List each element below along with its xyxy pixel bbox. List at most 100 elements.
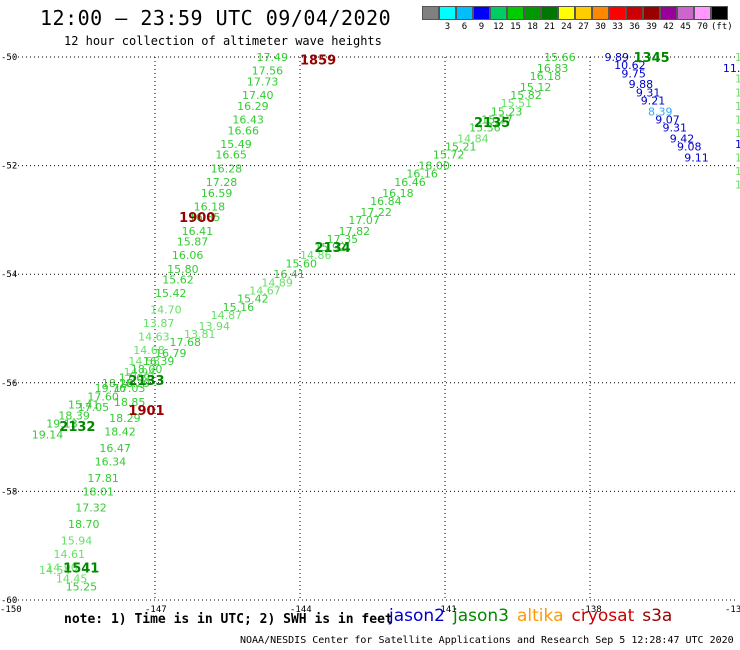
wave-height-jason2: 9.88	[629, 78, 654, 91]
wave-height-cryosat: 14.94	[124, 366, 156, 379]
wave-height-jason3: 17.60	[87, 390, 119, 403]
wave-height-cryosat: 14.70	[150, 303, 182, 316]
wave-height-jason3: 15.60	[286, 257, 318, 270]
wave-height-jason3: 15.27	[481, 113, 513, 126]
credit-line: NOAA/NESDIS Center for Satellite Applica…	[240, 635, 734, 646]
wave-height-jason2: 11.7	[723, 62, 740, 75]
wave-height-cryosat: 15.94	[61, 534, 93, 547]
wave-height-cryosat: 16.85	[189, 211, 221, 224]
wave-height-jason2: 12.1	[735, 165, 740, 178]
wave-height-jason3: 17.07	[348, 214, 380, 227]
wave-height-jason3: 15.36	[469, 122, 501, 135]
wave-height-cryosat: 14.90	[46, 561, 78, 574]
wave-height-jason2: 12.3	[735, 151, 740, 164]
wave-height-jason3: 15.66	[544, 51, 576, 64]
wave-height-jason2: 9.42	[670, 132, 695, 145]
wave-height-jason3: 16.46	[394, 176, 426, 189]
chart-title: 12:00 — 23:59 UTC 09/04/2020	[40, 6, 392, 30]
wave-height-cryosat: 14.61	[54, 548, 86, 561]
wave-height-jason3: 15.21	[445, 141, 477, 154]
wave-height-cryosat: 18.29	[119, 377, 151, 390]
wave-height-jason2: 9.89	[605, 51, 630, 64]
legend-label: 36	[629, 22, 640, 32]
legend-swatch	[626, 6, 643, 20]
wave-height-jason3: 16.18	[382, 187, 414, 200]
wave-height-jason3: 19.76	[95, 382, 127, 395]
mission-cryosat: cryosat	[571, 606, 635, 626]
wave-height-jason2: 9.31	[636, 86, 661, 99]
legend-swatch	[609, 6, 626, 20]
wave-height-cryosat: 17.28	[206, 176, 238, 189]
y-tick-label: -50	[1, 53, 17, 63]
legend-label: 18	[527, 22, 538, 32]
wave-height-jason2: 12.7	[735, 86, 740, 99]
wave-height-cryosat: 14.63	[138, 331, 170, 344]
legend-swatch	[711, 6, 728, 20]
legend-label: 45	[680, 22, 691, 32]
wave-height-cryosat: 17.56	[252, 65, 284, 78]
legend-label: (ft)	[711, 22, 733, 32]
wave-height-cryosat: 17.73	[247, 75, 278, 88]
pass-time-label: 2133	[128, 374, 164, 389]
grid-lines	[10, 56, 735, 601]
x-tick-label: -150	[0, 605, 22, 615]
pass-time-label: 2132	[59, 420, 95, 435]
legend-swatch	[473, 6, 490, 20]
y-tick-label: -56	[1, 379, 17, 389]
wave-height-jason3: 17.22	[360, 206, 392, 219]
legend-label: 12	[493, 22, 504, 32]
data-points: 17.4917.5617.7317.4016.2916.4316.6615.49…	[32, 51, 740, 593]
wave-height-jason3: 14.67	[249, 284, 281, 297]
wave-height-jason3: 18.39	[58, 409, 89, 422]
wave-height-altika: 14.54	[39, 564, 71, 577]
wave-height-jason3: 16.41	[273, 268, 305, 281]
legend-swatch	[575, 6, 592, 20]
wave-height-jason2: 9.75	[621, 67, 646, 80]
wave-height-jason2: 9.07	[655, 113, 680, 126]
legend-swatch	[660, 6, 677, 20]
legend-label: 33	[612, 22, 623, 32]
mission-legend: jason2 jason3 altika cryosat s3a	[389, 606, 680, 626]
wave-height-jason3: 15.72	[433, 149, 465, 162]
legend-swatch	[541, 6, 558, 20]
wave-height-cryosat: 16.28	[211, 162, 243, 175]
wave-height-jason2: 9.31	[663, 122, 688, 135]
wave-height-jason2: 9.08	[677, 141, 702, 154]
wave-height-jason3: 16.18	[530, 70, 562, 83]
wave-height-cryosat: 16.66	[228, 124, 260, 137]
wave-height-cryosat: 17.40	[242, 89, 274, 102]
wave-height-cryosat: 15.80	[167, 263, 199, 276]
wave-height-altika: 14.45	[56, 572, 88, 585]
legend-swatch	[524, 6, 541, 20]
wave-height-jason3: 15.42	[237, 293, 269, 306]
wave-height-jason3: 14.86	[300, 249, 332, 262]
time-labels: 1859 1900 1901 2135 2134 2133 2132 1541 1345	[59, 51, 669, 576]
pass-time-label: 1541	[63, 561, 99, 576]
wave-height-jason3: 17.35	[327, 233, 359, 246]
wave-height-jason3: 19.13	[46, 418, 78, 431]
wave-height-jason3: 13.94	[199, 320, 231, 333]
wave-height-jason3: 16.16	[406, 168, 438, 181]
legend-label: 27	[578, 22, 589, 32]
wave-height-cryosat: 14.68	[133, 344, 165, 357]
legend-swatch	[490, 6, 507, 20]
mission-altika: altika	[517, 606, 564, 626]
legend-label: 70	[697, 22, 708, 32]
wave-height-jason3: 16.79	[155, 347, 187, 360]
legend-label: 24	[561, 22, 572, 32]
x-tick-label: -144	[290, 605, 312, 615]
wave-height-cryosat: 16.59	[201, 187, 233, 200]
mission-jason3: jason3	[453, 606, 509, 626]
wave-height-jason2: 10.62	[614, 59, 646, 72]
mission-s3a: s3a	[642, 606, 673, 626]
legend-swatch	[643, 6, 660, 20]
wave-height-cryosat: 15.87	[177, 236, 209, 249]
wave-height-jason3: 14.87	[211, 309, 243, 322]
pass-time-label: 2134	[315, 241, 351, 256]
wave-height-jason3: 14.84	[457, 132, 489, 145]
wave-height-cryosat: 16.18	[194, 200, 226, 213]
wave-height-altika: 15.25	[66, 580, 98, 593]
wave-height-jason3: 15.51	[501, 97, 533, 110]
footnote: note: 1) Time is in UTC; 2) SWH is in fe…	[64, 612, 393, 627]
